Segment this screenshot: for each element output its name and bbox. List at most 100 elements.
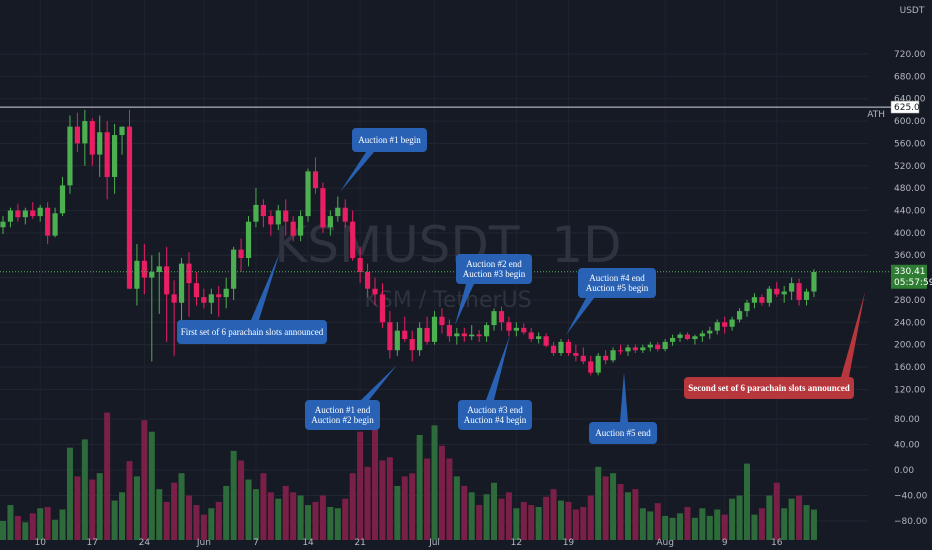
candle-body <box>149 271 155 278</box>
annotation-box <box>352 128 427 152</box>
volume-bar <box>624 492 631 540</box>
candle-body <box>439 316 445 326</box>
candle-body <box>201 297 207 303</box>
volume-bar <box>230 450 237 540</box>
volume-bar <box>602 476 609 540</box>
price-tick-label: 520.00 <box>894 162 926 172</box>
ath-label: ATH <box>867 110 885 120</box>
volume-bar <box>572 509 579 540</box>
candle-body <box>506 322 512 331</box>
volume-bar <box>126 461 133 540</box>
candle-body <box>595 355 601 373</box>
annotation-pointer <box>340 152 374 192</box>
candle-body <box>573 353 579 356</box>
candle-body <box>52 213 58 236</box>
volume-bar <box>491 482 498 540</box>
volume-bar <box>773 482 780 540</box>
volume-bar <box>81 439 88 540</box>
volume-bar <box>550 489 557 540</box>
volume-bar <box>208 508 215 540</box>
candle-body <box>223 288 229 298</box>
volume-bar <box>267 492 274 540</box>
volume-tick-label: 0.00 <box>894 466 914 476</box>
volume-bar <box>22 522 29 540</box>
volume-bar <box>461 485 468 540</box>
candle-body <box>677 334 683 338</box>
annotation-box <box>305 400 380 430</box>
candle-body <box>751 297 758 303</box>
candle-body <box>7 210 14 222</box>
candle-body <box>580 355 586 362</box>
candle-body <box>417 327 423 351</box>
volume-bar <box>111 500 118 540</box>
candle-body <box>736 311 743 320</box>
volume-bar <box>312 501 319 540</box>
candle-body <box>803 291 810 300</box>
annotation-box <box>684 377 854 399</box>
candle-body <box>97 132 103 155</box>
annotation-text: Second set of 6 parachain slots announce… <box>688 383 850 393</box>
candle-body <box>409 339 415 351</box>
candle-body <box>774 288 780 295</box>
volume-bar <box>528 505 535 540</box>
volume-bar <box>416 434 423 540</box>
candle-body <box>37 207 43 217</box>
ath-price-tag: 625.00 <box>894 103 926 113</box>
candle-body <box>30 210 36 217</box>
annotation-text: Auction #1 end <box>315 405 371 415</box>
candle-body <box>387 322 393 351</box>
volume-bar <box>245 479 252 540</box>
x-tick-label: 17 <box>87 538 98 548</box>
volume-bar <box>706 515 713 540</box>
candle-body <box>454 333 460 337</box>
price-tick-label: 280.00 <box>894 296 926 306</box>
watermark-name: KSM / TetherUS <box>364 288 531 313</box>
candle-body <box>357 258 363 272</box>
volume-bar <box>379 460 386 540</box>
annotation-box <box>578 268 656 298</box>
candle-body <box>796 283 802 300</box>
candle-body <box>335 207 341 217</box>
volume-bar <box>810 509 817 540</box>
volume-bar <box>59 509 66 540</box>
candle-body <box>134 260 140 289</box>
annotation-text: Auction #5 begin <box>586 283 649 293</box>
price-tick-label: 240.00 <box>894 318 926 328</box>
candle-body <box>186 263 192 284</box>
volume-bar <box>7 505 14 540</box>
volume-bar <box>305 505 312 540</box>
volume-bar <box>617 484 624 540</box>
volume-bar <box>744 463 750 540</box>
candle-body <box>811 271 817 292</box>
annotation-pointer <box>566 298 594 335</box>
volume-bar <box>319 495 326 540</box>
volume-bar <box>796 495 803 540</box>
volume-tick-label: 80.00 <box>894 415 920 425</box>
candle-body <box>364 271 371 289</box>
candle-body <box>610 350 616 361</box>
volume-bar <box>0 521 6 540</box>
candle-body <box>245 221 252 259</box>
x-tick-label: 24 <box>139 538 151 548</box>
candle-body <box>119 126 125 136</box>
volume-bar <box>193 505 200 540</box>
x-tick-label: 14 <box>302 538 314 548</box>
volume-bar <box>446 458 453 540</box>
x-tick-label: Jun <box>196 538 211 548</box>
candle-body <box>268 216 274 225</box>
annotation-text: Auction #4 end <box>589 273 645 283</box>
volume-bar <box>558 500 564 540</box>
volume-bar <box>357 431 364 540</box>
candle-body <box>647 344 653 348</box>
candle-body <box>171 294 177 303</box>
annotation-pointer <box>455 284 474 325</box>
volume-bar <box>677 513 684 540</box>
watermark-symbol: KSMUSDT, 1D <box>274 216 621 274</box>
candle-body <box>729 319 735 327</box>
candle-body <box>216 294 222 298</box>
annotation-text: First set of 6 parachain slots announced <box>181 327 324 337</box>
volume-bar <box>632 489 639 540</box>
candle-body <box>89 121 95 155</box>
volume-bar <box>669 517 676 540</box>
